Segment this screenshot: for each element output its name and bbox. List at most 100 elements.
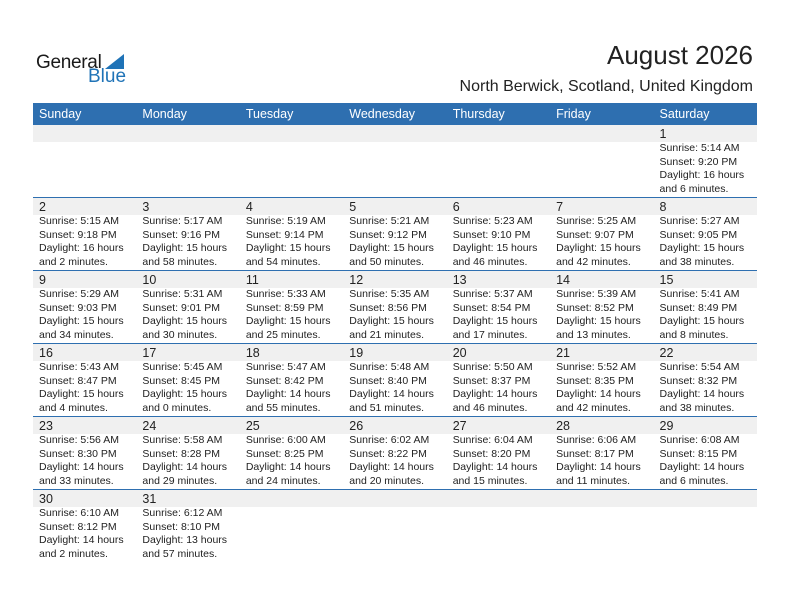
day-cell: 5 Sunrise: 5:21 AM Sunset: 9:12 PM Daylight… — [343, 198, 446, 270]
empty-day-cell — [343, 125, 446, 197]
sunset-text: Sunset: 9:14 PM — [245, 228, 324, 241]
day-cell: 29 Sunrise: 6:08 AM Sunset: 8:15 PM Dayligh… — [654, 417, 757, 489]
day-number-strip — [33, 125, 757, 142]
daylight-text: Daylight: 14 hours — [39, 461, 124, 473]
sunrise-text: Sunrise: 6:10 AM — [39, 507, 119, 519]
daylight-minutes-text: and 4 minutes. — [39, 401, 108, 414]
daylight-minutes-text: and 42 minutes. — [556, 401, 631, 414]
sunrise-text: Sunrise: 6:02 AM — [349, 434, 430, 446]
daylight-minutes-text: and 51 minutes. — [349, 401, 424, 414]
daylight-minutes-text: and 11 minutes. — [556, 474, 631, 487]
sunset-text: Sunset: 9:20 PM — [659, 155, 738, 168]
daylight-minutes-text: and 46 minutes. — [452, 255, 528, 268]
empty-day-cell — [654, 490, 757, 562]
week-row: 23 Sunrise: 5:56 AM Sunset: 8:30 PM Dayligh… — [33, 417, 757, 490]
empty-day-cell — [447, 490, 550, 562]
day-cell: 15 Sunrise: 5:41 AM Sunset: 8:49 PM Dayligh… — [654, 271, 757, 343]
sunrise-text: Sunrise: 5:15 AM — [39, 215, 119, 227]
day-cell: 25 Sunrise: 6:00 AM Sunset: 8:25 PM Dayligh… — [240, 417, 343, 489]
sunrise-text: Sunrise: 5:41 AM — [659, 288, 740, 300]
day-cell: 16 Sunrise: 5:43 AM Sunset: 8:47 PM Dayligh… — [33, 344, 136, 416]
daylight-minutes-text: and 55 minutes. — [245, 401, 321, 414]
weekday-header: Sunday Monday Tuesday Wednesday Thursday Frid… — [33, 103, 757, 125]
weekday-thursday: Thursday — [452, 107, 505, 121]
sunset-text: Sunset: 8:35 PM — [556, 374, 634, 387]
daylight-minutes-text: and 15 minutes. — [452, 474, 528, 487]
daylight-text: Daylight: 15 hours — [349, 315, 434, 327]
day-number: 24 — [142, 419, 157, 433]
daylight-text: Daylight: 13 hours — [142, 534, 228, 546]
day-cell: 28 Sunrise: 6:06 AM Sunset: 8:17 PM Dayligh… — [550, 417, 653, 489]
day-number: 29 — [659, 419, 674, 433]
logo-text-general: General — [36, 52, 102, 73]
day-number: 3 — [142, 200, 150, 214]
daylight-minutes-text: and 0 minutes. — [142, 401, 212, 414]
day-number: 10 — [142, 273, 157, 287]
daylight-text: Daylight: 14 hours — [659, 388, 745, 400]
sunrise-text: Sunrise: 5:45 AM — [142, 361, 223, 373]
daylight-minutes-text: and 38 minutes. — [659, 255, 735, 268]
sunrise-text: Sunrise: 5:21 AM — [349, 215, 430, 227]
sunset-text: Sunset: 8:42 PM — [245, 374, 324, 387]
day-number: 28 — [556, 419, 571, 433]
daylight-text: Daylight: 14 hours — [245, 461, 331, 473]
week-row: 9 Sunrise: 5:29 AM Sunset: 9:03 PM Daylight… — [33, 271, 757, 344]
day-cell: 27 Sunrise: 6:04 AM Sunset: 8:20 PM Dayligh… — [447, 417, 550, 489]
empty-day-cell — [447, 125, 550, 197]
day-cell: 18 Sunrise: 5:47 AM Sunset: 8:42 PM Dayligh… — [240, 344, 343, 416]
weekday-wednesday: Wednesday — [349, 107, 416, 121]
sunset-text: Sunset: 9:18 PM — [39, 228, 117, 241]
sunrise-text: Sunrise: 5:33 AM — [245, 288, 326, 300]
day-cell: 13 Sunrise: 5:37 AM Sunset: 8:54 PM Dayligh… — [447, 271, 550, 343]
sunset-text: Sunset: 8:37 PM — [452, 374, 531, 387]
daylight-minutes-text: and 50 minutes. — [349, 255, 424, 268]
sunset-text: Sunset: 9:12 PM — [349, 228, 427, 241]
day-number-strip — [33, 198, 757, 215]
daylight-text: Daylight: 15 hours — [452, 315, 538, 327]
daylight-text: Daylight: 14 hours — [39, 534, 124, 546]
day-number: 27 — [452, 419, 467, 433]
sunrise-text: Sunrise: 6:08 AM — [659, 434, 740, 446]
weekday-saturday: Saturday — [659, 107, 710, 121]
day-number: 19 — [349, 346, 364, 360]
daylight-minutes-text: and 2 minutes. — [39, 547, 108, 560]
sunrise-text: Sunrise: 5:37 AM — [452, 288, 533, 300]
day-number: 17 — [142, 346, 157, 360]
sunset-text: Sunset: 8:56 PM — [349, 301, 427, 314]
day-cell: 9 Sunrise: 5:29 AM Sunset: 9:03 PM Daylight… — [33, 271, 136, 343]
daylight-text: Daylight: 14 hours — [452, 388, 538, 400]
sunrise-text: Sunrise: 5:29 AM — [39, 288, 119, 300]
daylight-text: Daylight: 15 hours — [142, 388, 228, 400]
sunset-text: Sunset: 8:15 PM — [659, 447, 738, 460]
day-number: 11 — [245, 273, 259, 287]
sunrise-text: Sunrise: 5:48 AM — [349, 361, 430, 373]
week-row: 1 Sunrise: 5:14 AM Sunset: 9:20 PM Daylight… — [33, 125, 757, 198]
day-cell: 17 Sunrise: 5:45 AM Sunset: 8:45 PM Dayligh… — [136, 344, 239, 416]
day-cell: 10 Sunrise: 5:31 AM Sunset: 9:01 PM Dayligh… — [136, 271, 239, 343]
week-row: 30 Sunrise: 6:10 AM Sunset: 8:12 PM Dayligh… — [33, 490, 757, 563]
daylight-text: Daylight: 16 hours — [39, 242, 124, 254]
daylight-text: Daylight: 14 hours — [349, 461, 434, 473]
empty-day-cell — [240, 125, 343, 197]
day-number: 12 — [349, 273, 364, 287]
sunset-text: Sunset: 8:17 PM — [556, 447, 634, 460]
day-cell: 23 Sunrise: 5:56 AM Sunset: 8:30 PM Dayligh… — [33, 417, 136, 489]
daylight-text: Daylight: 15 hours — [349, 242, 434, 254]
daylight-text: Daylight: 15 hours — [39, 315, 124, 327]
day-number: 6 — [452, 200, 460, 214]
day-number: 31 — [142, 492, 157, 506]
daylight-minutes-text: and 58 minutes. — [142, 255, 218, 268]
sunrise-text: Sunrise: 6:04 AM — [452, 434, 533, 446]
day-cell: 4 Sunrise: 5:19 AM Sunset: 9:14 PM Daylight… — [240, 198, 343, 270]
daylight-minutes-text: and 46 minutes. — [452, 401, 528, 414]
daylight-text: Daylight: 14 hours — [452, 461, 538, 473]
daylight-minutes-text: and 54 minutes. — [245, 255, 321, 268]
daylight-minutes-text: and 38 minutes. — [659, 401, 735, 414]
day-cell: 11 Sunrise: 5:33 AM Sunset: 8:59 PM Dayligh… — [240, 271, 343, 343]
sunset-text: Sunset: 8:10 PM — [142, 520, 221, 533]
daylight-text: Daylight: 15 hours — [142, 315, 228, 327]
daylight-text: Daylight: 14 hours — [142, 461, 228, 473]
daylight-text: Daylight: 15 hours — [659, 242, 745, 254]
daylight-minutes-text: and 42 minutes. — [556, 255, 631, 268]
weekday-sunday: Sunday — [39, 107, 82, 121]
